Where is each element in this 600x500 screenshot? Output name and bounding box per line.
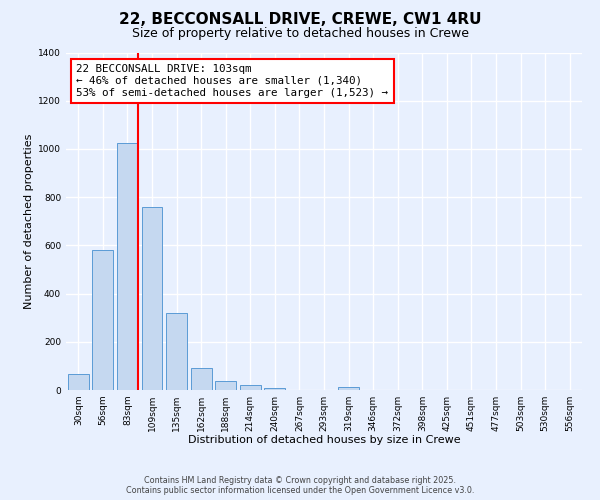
Bar — [166, 313, 187, 390]
Bar — [117, 143, 138, 390]
X-axis label: Distribution of detached houses by size in Crewe: Distribution of detached houses by size … — [188, 436, 460, 446]
Bar — [68, 374, 89, 390]
Bar — [142, 207, 163, 390]
Bar — [191, 368, 212, 390]
Bar — [265, 388, 286, 390]
Text: Contains HM Land Registry data © Crown copyright and database right 2025.
Contai: Contains HM Land Registry data © Crown c… — [126, 476, 474, 495]
Text: Size of property relative to detached houses in Crewe: Size of property relative to detached ho… — [131, 28, 469, 40]
Text: 22, BECCONSALL DRIVE, CREWE, CW1 4RU: 22, BECCONSALL DRIVE, CREWE, CW1 4RU — [119, 12, 481, 28]
Bar — [338, 387, 359, 390]
Bar — [92, 250, 113, 390]
Text: 22 BECCONSALL DRIVE: 103sqm
← 46% of detached houses are smaller (1,340)
53% of : 22 BECCONSALL DRIVE: 103sqm ← 46% of det… — [76, 64, 388, 98]
Bar — [215, 381, 236, 390]
Y-axis label: Number of detached properties: Number of detached properties — [24, 134, 34, 309]
Bar — [240, 385, 261, 390]
